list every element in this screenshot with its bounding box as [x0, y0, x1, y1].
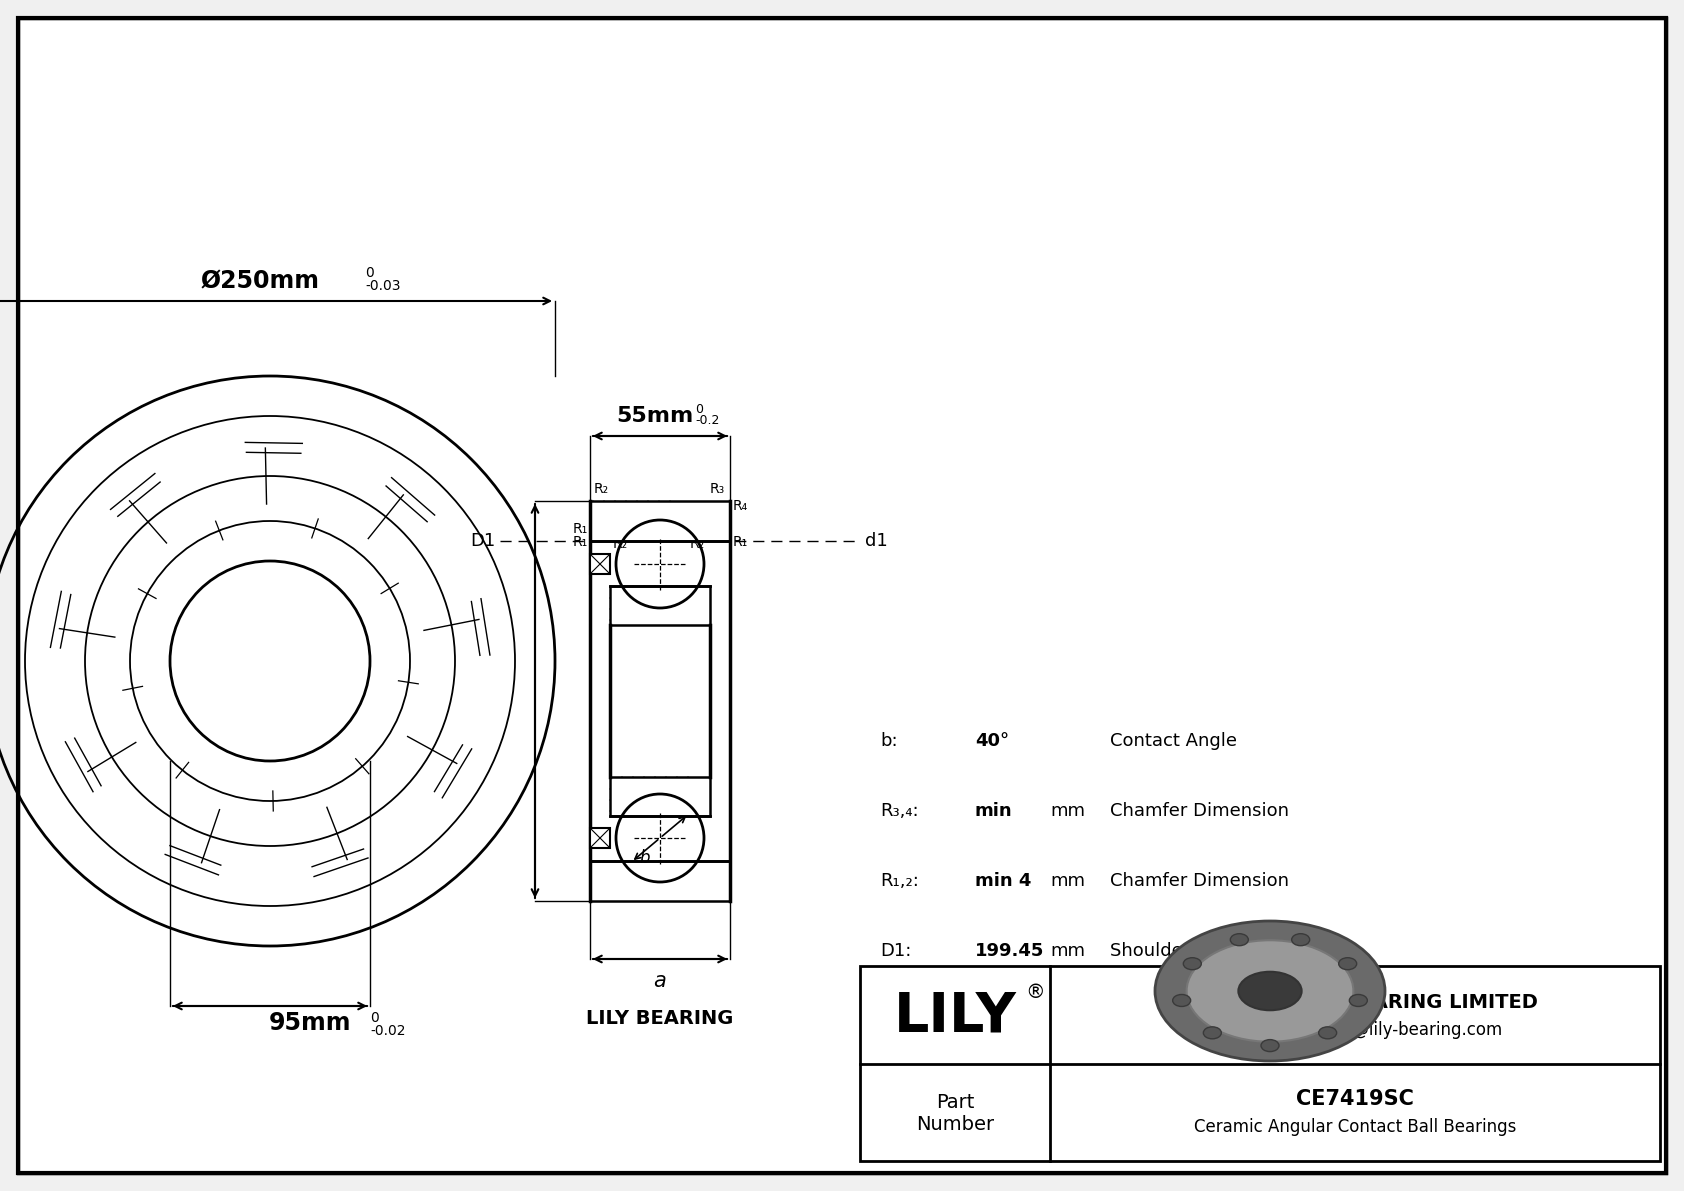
Text: -0.2: -0.2: [695, 414, 719, 428]
Ellipse shape: [1339, 958, 1357, 969]
Text: 40°: 40°: [975, 732, 1009, 750]
Ellipse shape: [1292, 934, 1310, 946]
Text: CE7419SC: CE7419SC: [1297, 1089, 1415, 1109]
Text: R₁: R₁: [573, 522, 588, 536]
Text: R₃: R₃: [711, 482, 726, 495]
Text: R₁: R₁: [573, 535, 588, 549]
Text: R₃,₄:: R₃,₄:: [881, 802, 919, 819]
Text: d1: d1: [866, 532, 887, 550]
Text: R₂: R₂: [690, 537, 706, 551]
Text: 97: 97: [975, 1081, 1000, 1100]
Text: R₁,₂:: R₁,₂:: [881, 872, 919, 890]
Text: mm: mm: [1051, 942, 1084, 960]
Bar: [589, 828, 610, 848]
Text: R₂: R₂: [613, 537, 628, 551]
Text: Chamfer Dimension: Chamfer Dimension: [1110, 802, 1288, 819]
Text: min 4: min 4: [975, 872, 1031, 890]
Text: a: a: [653, 971, 667, 991]
Ellipse shape: [1349, 994, 1367, 1006]
Text: mm: mm: [1051, 1081, 1084, 1100]
Text: Pressure Point: Pressure Point: [1110, 1091, 1238, 1109]
Text: SHANGHAI LILY BEARING LIMITED: SHANGHAI LILY BEARING LIMITED: [1172, 992, 1537, 1011]
Bar: [861, 966, 1660, 1161]
Text: Part
Number: Part Number: [916, 1092, 994, 1134]
Text: min: min: [975, 802, 1012, 819]
Text: R₁: R₁: [733, 535, 748, 549]
Text: 95mm: 95mm: [269, 1011, 352, 1035]
Text: b:: b:: [881, 732, 898, 750]
Text: -0.03: -0.03: [365, 279, 401, 293]
Ellipse shape: [1261, 1040, 1280, 1052]
Text: R₂: R₂: [594, 482, 610, 495]
Text: Email: lilybearing@lily-bearing.com: Email: lilybearing@lily-bearing.com: [1207, 1021, 1502, 1039]
Text: Contact Angle: Contact Angle: [1110, 732, 1238, 750]
Text: b: b: [640, 849, 650, 867]
Bar: [610, 586, 711, 625]
Text: ®: ®: [1026, 983, 1044, 1002]
Text: LILY: LILY: [894, 989, 1017, 1043]
Text: mm: mm: [1051, 872, 1084, 890]
Text: D1:: D1:: [881, 942, 911, 960]
Text: Ceramic Angular Contact Ball Bearings: Ceramic Angular Contact Ball Bearings: [1194, 1118, 1516, 1136]
Text: d1:: d1:: [881, 1012, 909, 1030]
Text: Shoulder Dia Of Outer Ring: Shoulder Dia Of Outer Ring: [1110, 942, 1356, 960]
Ellipse shape: [1231, 934, 1248, 946]
Text: 144.69: 144.69: [975, 1012, 1044, 1030]
Text: Chamfer Dimension: Chamfer Dimension: [1110, 872, 1288, 890]
Ellipse shape: [1155, 921, 1384, 1061]
Ellipse shape: [1187, 940, 1354, 1042]
Text: Ø250mm: Ø250mm: [200, 269, 320, 293]
Bar: [589, 554, 610, 574]
Bar: [589, 501, 729, 541]
Text: 0: 0: [370, 1011, 379, 1025]
Text: 199.45: 199.45: [975, 942, 1044, 960]
Text: R₄: R₄: [733, 499, 748, 513]
Text: mm: mm: [1051, 802, 1084, 819]
Ellipse shape: [1319, 1027, 1337, 1039]
Text: D1: D1: [470, 532, 495, 550]
Bar: [610, 777, 711, 816]
Text: Distance From Side Face To: Distance From Side Face To: [1110, 1073, 1356, 1091]
Text: Shoulder Dia Of inner Ring: Shoulder Dia Of inner Ring: [1110, 1012, 1351, 1030]
Ellipse shape: [1238, 972, 1302, 1010]
Text: 0: 0: [365, 266, 374, 280]
Text: -0.02: -0.02: [370, 1024, 406, 1039]
Ellipse shape: [1184, 958, 1201, 969]
Text: mm: mm: [1051, 1012, 1084, 1030]
Bar: [589, 861, 729, 902]
Text: LILY BEARING: LILY BEARING: [586, 1009, 734, 1028]
Text: a:: a:: [881, 1081, 898, 1100]
Text: 55mm: 55mm: [616, 406, 694, 426]
Ellipse shape: [1172, 994, 1191, 1006]
Text: 0: 0: [695, 403, 702, 416]
Ellipse shape: [1204, 1027, 1221, 1039]
